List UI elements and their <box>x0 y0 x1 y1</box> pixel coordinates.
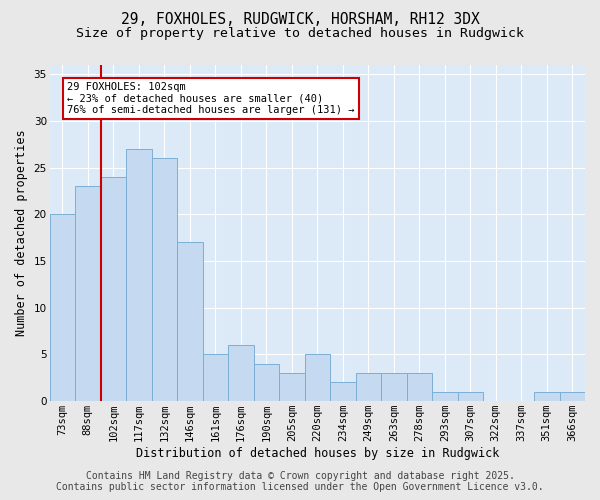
Bar <box>152 158 177 401</box>
Bar <box>534 392 560 401</box>
Bar <box>101 177 126 401</box>
Bar <box>126 149 152 401</box>
Bar <box>560 392 585 401</box>
Bar <box>50 214 75 401</box>
Text: 29, FOXHOLES, RUDGWICK, HORSHAM, RH12 3DX: 29, FOXHOLES, RUDGWICK, HORSHAM, RH12 3D… <box>121 12 479 28</box>
Text: 29 FOXHOLES: 102sqm
← 23% of detached houses are smaller (40)
76% of semi-detach: 29 FOXHOLES: 102sqm ← 23% of detached ho… <box>67 82 355 115</box>
Y-axis label: Number of detached properties: Number of detached properties <box>15 130 28 336</box>
Text: Contains HM Land Registry data © Crown copyright and database right 2025.
Contai: Contains HM Land Registry data © Crown c… <box>56 471 544 492</box>
Bar <box>356 373 381 401</box>
Bar <box>279 373 305 401</box>
Bar <box>458 392 483 401</box>
Bar <box>177 242 203 401</box>
Bar <box>407 373 432 401</box>
Bar <box>330 382 356 401</box>
Bar <box>381 373 407 401</box>
Text: Size of property relative to detached houses in Rudgwick: Size of property relative to detached ho… <box>76 28 524 40</box>
Bar <box>203 354 228 401</box>
Bar <box>254 364 279 401</box>
Bar <box>305 354 330 401</box>
Bar <box>75 186 101 401</box>
Bar <box>432 392 458 401</box>
Bar <box>228 345 254 401</box>
X-axis label: Distribution of detached houses by size in Rudgwick: Distribution of detached houses by size … <box>136 447 499 460</box>
